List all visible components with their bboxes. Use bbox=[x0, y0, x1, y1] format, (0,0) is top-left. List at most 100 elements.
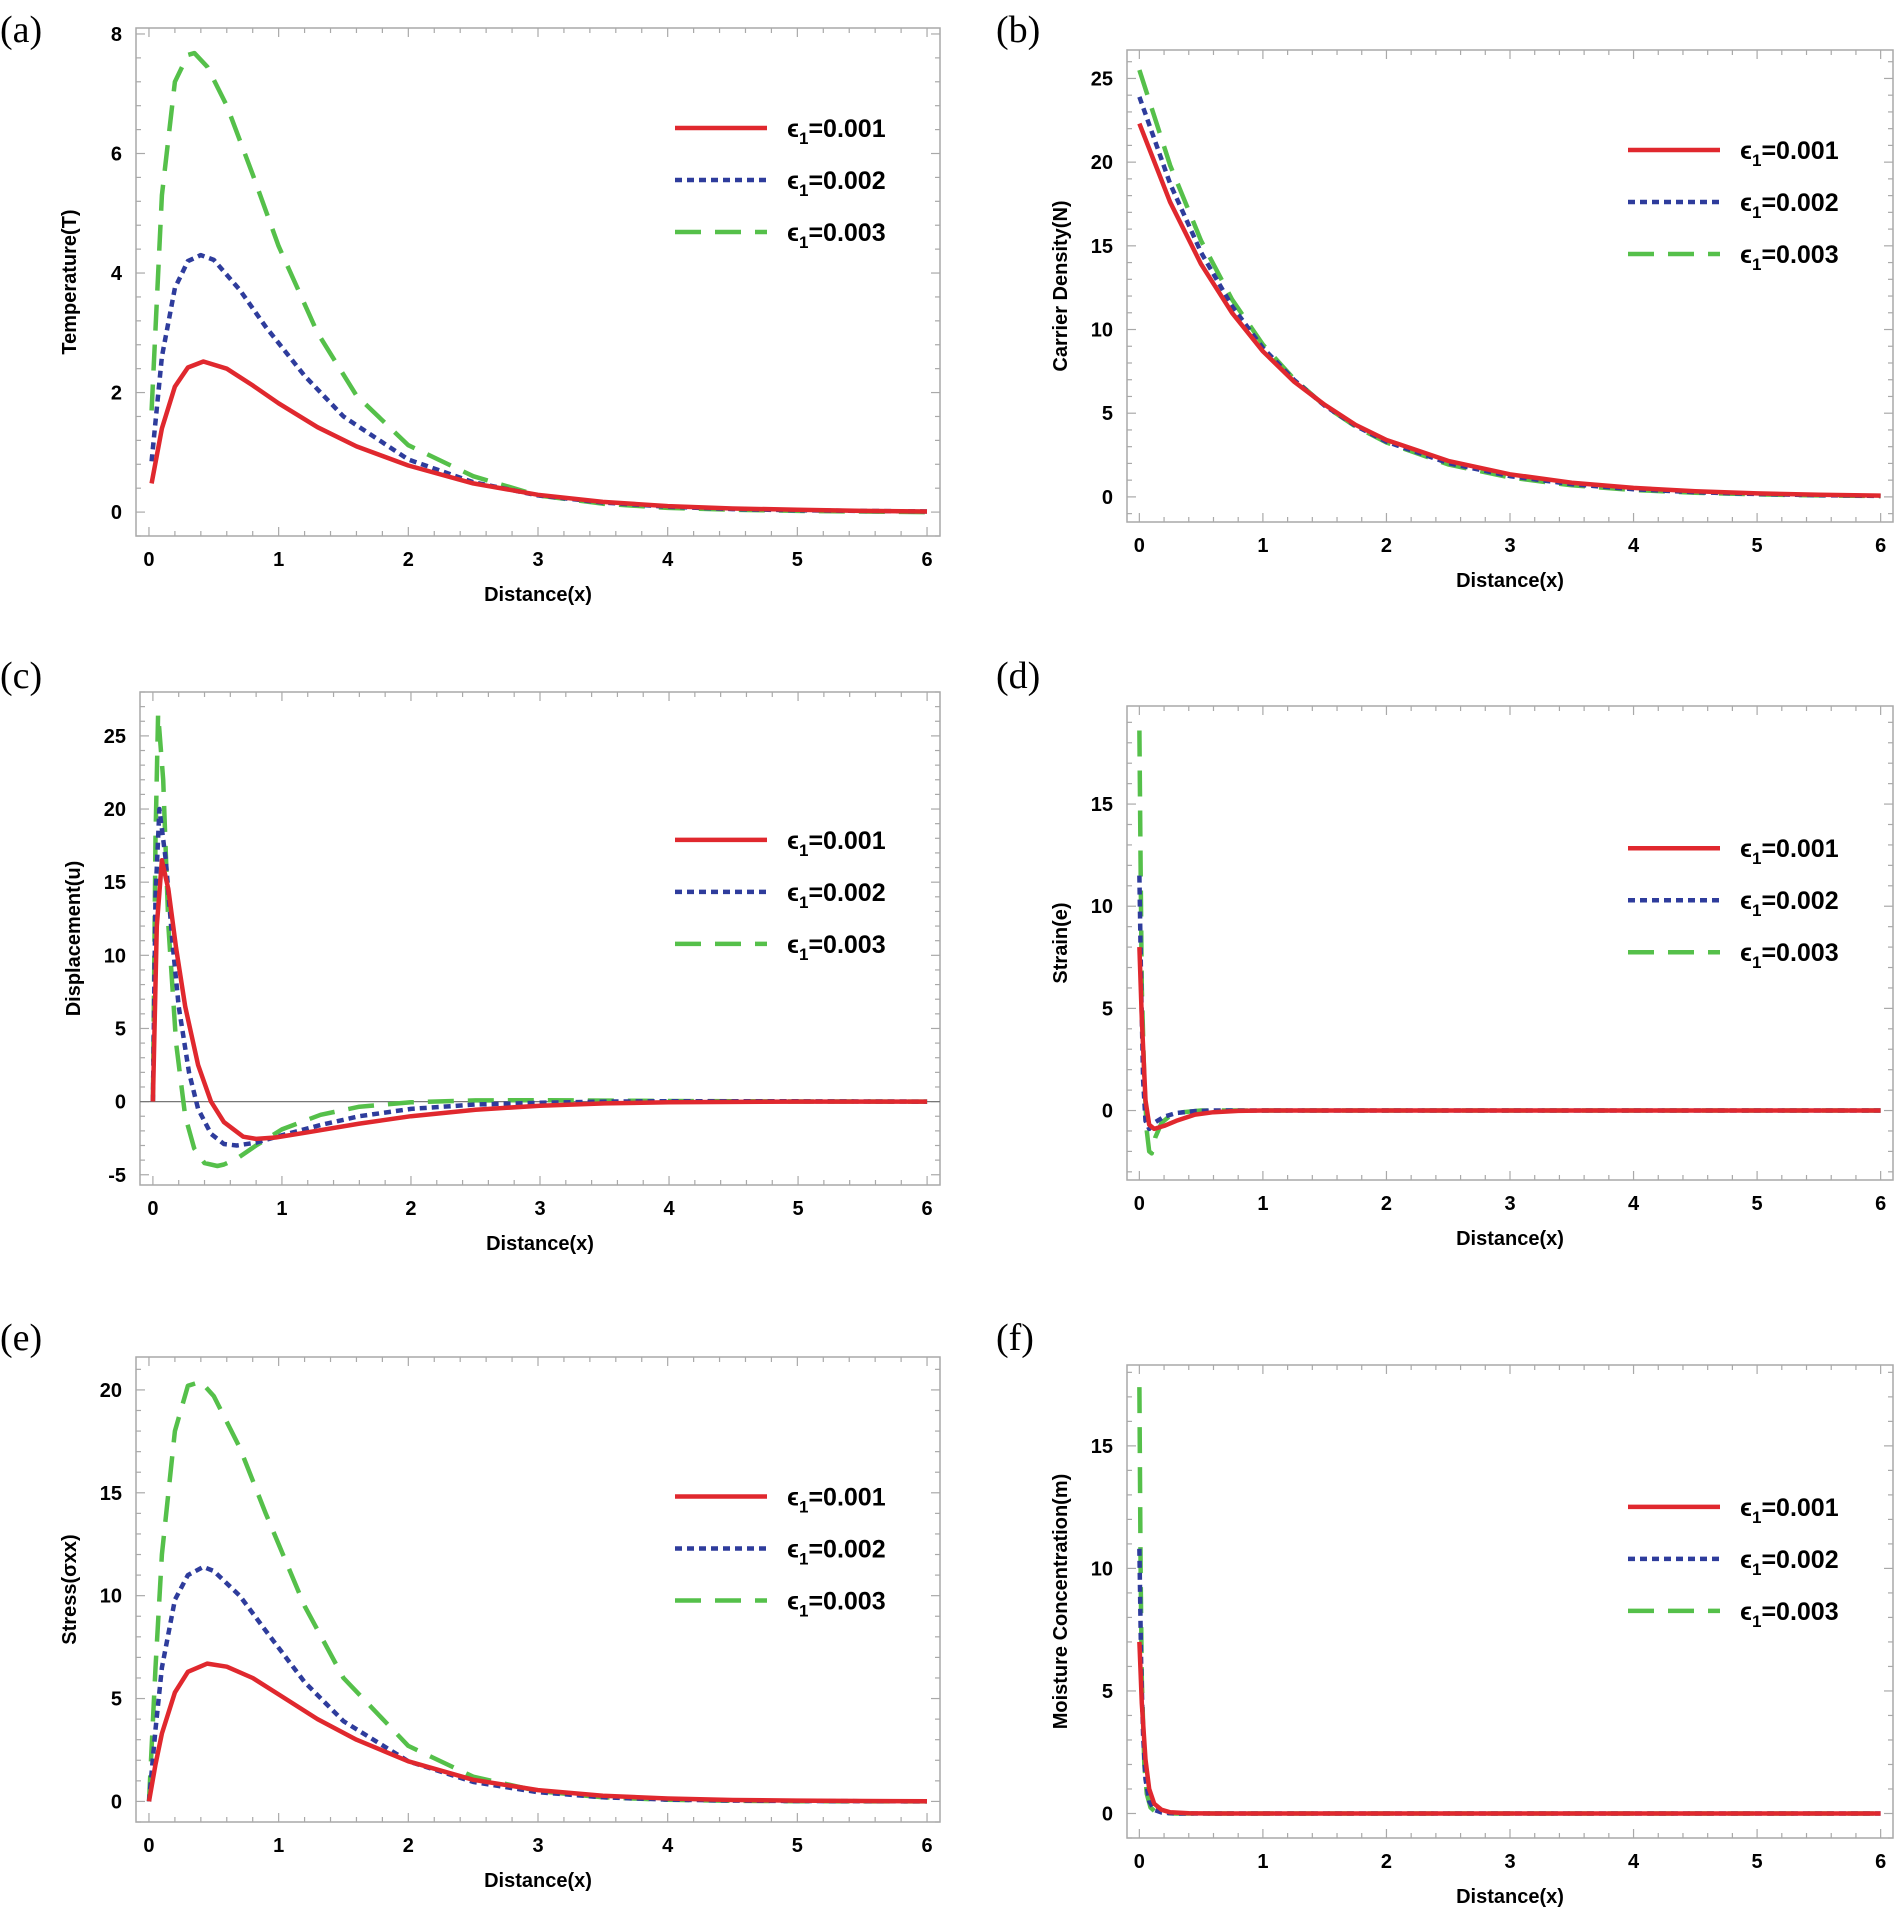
series-line-1 bbox=[1137, 1641, 1881, 1816]
legend-value: =0.003 bbox=[1761, 1598, 1838, 1626]
legend-label: ϵ1=0.003 bbox=[787, 219, 886, 252]
axis-ticks bbox=[1127, 706, 1893, 1180]
y-tick-label: 0 bbox=[111, 502, 122, 524]
legend-label: ϵ1=0.001 bbox=[1740, 835, 1839, 868]
legend-subscript: 1 bbox=[799, 181, 808, 200]
y-tick-label: 5 bbox=[1102, 403, 1113, 425]
x-tick-label: 1 bbox=[1257, 535, 1268, 557]
legend-value: =0.001 bbox=[1761, 1494, 1838, 1522]
y-tick-label: 10 bbox=[1091, 320, 1113, 342]
chart-panel-f: (f) 0 1 2 3 4 5 6 0 5 10 15 Distance(x) Moisture Conc… bbox=[996, 1317, 1894, 1908]
legend-value: =0.002 bbox=[808, 879, 885, 907]
chart-panel-d: (d)0 1 2 3 4 5 6051015Distance(x)Strain(e)ϵ1=0… bbox=[996, 655, 1894, 1250]
x-tick-label: 1 bbox=[273, 549, 284, 571]
x-tick-label: 0 bbox=[1134, 1193, 1145, 1215]
legend-value: =0.001 bbox=[808, 115, 885, 143]
legend-label: ϵ1=0.001 bbox=[1740, 1494, 1839, 1527]
legend-subscript: 1 bbox=[1752, 901, 1761, 920]
x-tick-label: 4 bbox=[1628, 1193, 1640, 1215]
y-tick-label: 15 bbox=[100, 1483, 122, 1505]
x-tick-label: 2 bbox=[1381, 1851, 1392, 1873]
series-line-1 bbox=[146, 1661, 928, 1804]
legend-symbol: ϵ bbox=[787, 219, 799, 247]
x-tick-label: 3 bbox=[1504, 1851, 1515, 1873]
legend-symbol: ϵ bbox=[787, 931, 799, 959]
y-tick-label: 25 bbox=[104, 726, 126, 748]
axis-ticks bbox=[1127, 50, 1893, 522]
legend-subscript: 1 bbox=[799, 945, 808, 964]
y-tick-label: 5 bbox=[1102, 1681, 1113, 1703]
legend-subscript: 1 bbox=[1752, 1508, 1761, 1527]
legend-symbol: ϵ bbox=[787, 1536, 799, 1564]
legend-label: ϵ1=0.003 bbox=[1740, 241, 1839, 274]
x-axis-title: Distance(x) bbox=[486, 1233, 594, 1255]
legend-symbol: ϵ bbox=[787, 167, 799, 195]
x-tick-label: 6 bbox=[921, 549, 932, 571]
x-tick-label: 3 bbox=[1504, 1193, 1515, 1215]
x-tick-label: 3 bbox=[532, 1835, 543, 1857]
legend-value: =0.001 bbox=[808, 827, 885, 855]
y-tick-label: 10 bbox=[100, 1586, 122, 1608]
series-line-1 bbox=[150, 857, 928, 1142]
legend-symbol: ϵ bbox=[1740, 939, 1752, 967]
x-tick-label: 6 bbox=[1875, 535, 1886, 557]
y-tick-label: 5 bbox=[115, 1018, 126, 1040]
y-axis-title: Stress(σxx) bbox=[59, 1534, 81, 1644]
legend-value: =0.002 bbox=[1761, 1546, 1838, 1574]
legend-symbol: ϵ bbox=[787, 827, 799, 855]
x-tick-label: 3 bbox=[1504, 535, 1515, 557]
x-tick-label: 0 bbox=[1134, 535, 1145, 557]
x-tick-label: 6 bbox=[921, 1835, 932, 1857]
legend-subscript: 1 bbox=[799, 893, 808, 912]
y-tick-label: 15 bbox=[1091, 236, 1113, 258]
series-line-3 bbox=[150, 711, 928, 1169]
y-tick-label: -5 bbox=[108, 1165, 126, 1187]
series-line-2 bbox=[149, 252, 928, 514]
legend-value: =0.001 bbox=[1761, 835, 1838, 863]
x-tick-label: 0 bbox=[147, 1198, 158, 1220]
y-tick-label: 15 bbox=[104, 872, 126, 894]
x-tick-label: 3 bbox=[532, 549, 543, 571]
legend-label: ϵ1=0.003 bbox=[1740, 939, 1839, 972]
axis-ticks bbox=[136, 28, 940, 537]
y-axis-title: Temperature(T) bbox=[59, 209, 81, 354]
y-tick-label: 6 bbox=[111, 144, 122, 166]
x-tick-label: 1 bbox=[273, 1835, 284, 1857]
x-tick-label: 1 bbox=[1257, 1851, 1268, 1873]
chart-panel-b: (b) 0 1 2 3 4 5 6 0 5 10 15 20 25 Distance(x) Carrier D… bbox=[996, 9, 1894, 592]
legend-label: ϵ1=0.002 bbox=[1740, 887, 1839, 920]
legend-value: =0.003 bbox=[808, 219, 885, 247]
x-axis-title: Distance(x) bbox=[484, 1870, 592, 1892]
chart-panel-c: (c) 0 1 2 3 4 5 6 -5 0 5 10 15 20 25 Distance(x) Displac… bbox=[0, 655, 941, 1255]
y-tick-label: 0 bbox=[111, 1791, 122, 1813]
x-tick-label: 2 bbox=[405, 1198, 416, 1220]
y-tick-label: 8 bbox=[111, 24, 122, 46]
legend-symbol: ϵ bbox=[1740, 189, 1752, 217]
legend-symbol: ϵ bbox=[1740, 241, 1752, 269]
legend-symbol: ϵ bbox=[787, 879, 799, 907]
x-tick-label: 5 bbox=[792, 1835, 803, 1857]
y-tick-label: 15 bbox=[1091, 794, 1113, 816]
x-tick-label: 5 bbox=[792, 549, 803, 571]
y-tick-label: 20 bbox=[104, 799, 126, 821]
panel-label: (e) bbox=[0, 1317, 42, 1359]
plot-frame bbox=[135, 27, 941, 537]
x-axis-title: Distance(x) bbox=[1456, 1228, 1564, 1250]
x-tick-label: 5 bbox=[1752, 1851, 1763, 1873]
legend-symbol: ϵ bbox=[787, 1588, 799, 1616]
legend-subscript: 1 bbox=[1752, 1612, 1761, 1631]
x-tick-label: 4 bbox=[663, 1198, 675, 1220]
legend-symbol: ϵ bbox=[1740, 1598, 1752, 1626]
series-line-2 bbox=[1137, 1548, 1881, 1816]
legend-subscript: 1 bbox=[799, 129, 808, 148]
x-tick-label: 4 bbox=[662, 549, 674, 571]
x-tick-label: 2 bbox=[1381, 1193, 1392, 1215]
legend-label: ϵ1=0.002 bbox=[787, 879, 886, 912]
y-tick-label: 20 bbox=[100, 1380, 122, 1402]
legend-symbol: ϵ bbox=[1740, 835, 1752, 863]
legend-subscript: 1 bbox=[799, 841, 808, 860]
